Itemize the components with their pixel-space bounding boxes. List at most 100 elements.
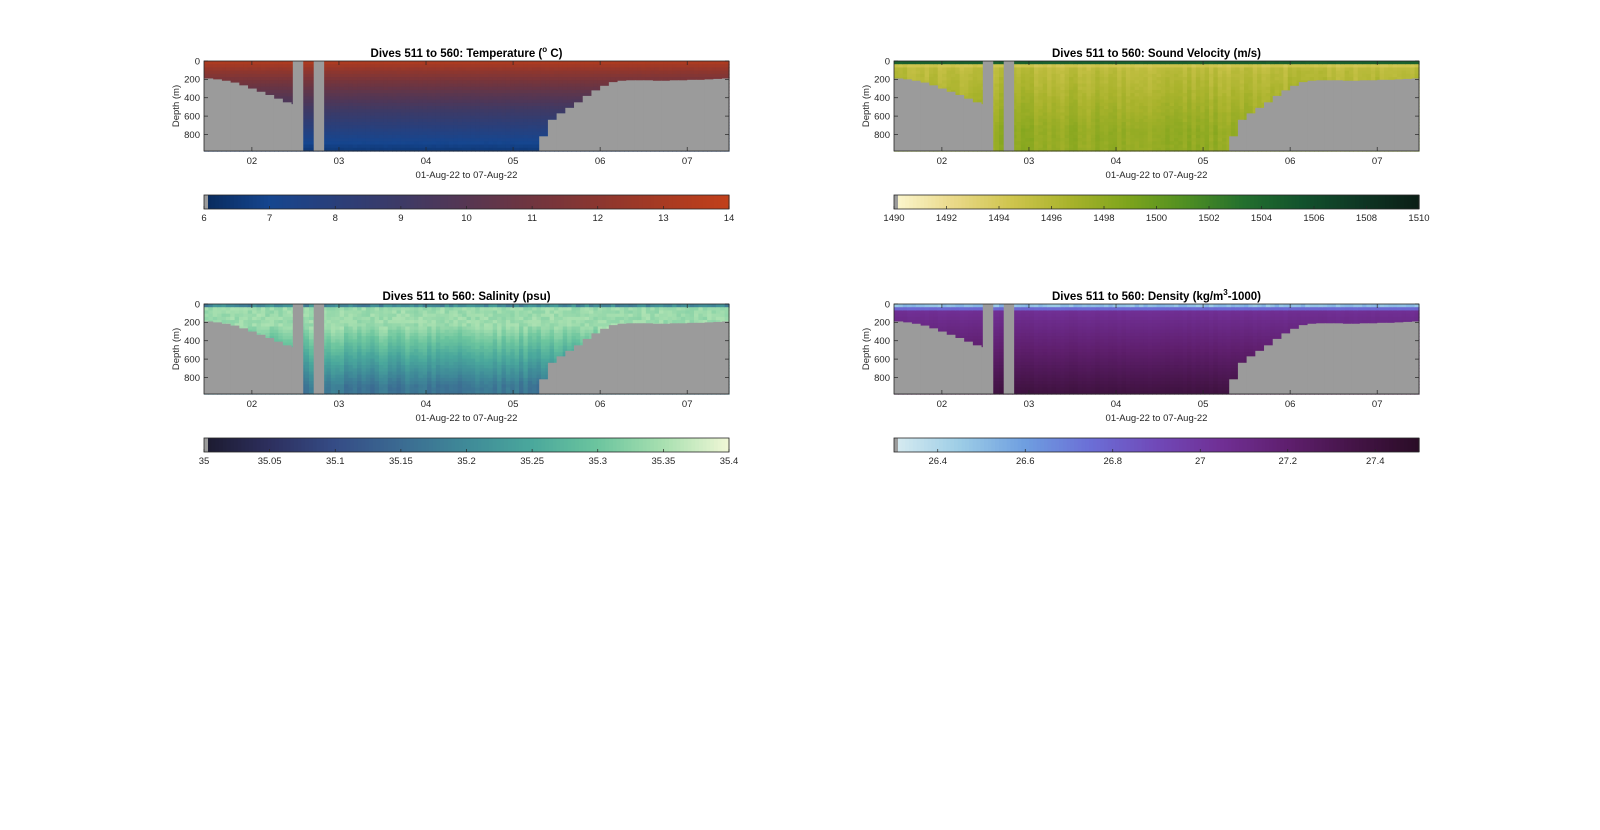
colorbar-tick-label: 12 xyxy=(592,213,603,224)
colorbar-segment xyxy=(609,195,613,209)
seafloor-segment xyxy=(652,81,661,151)
colorbar-segment xyxy=(350,195,354,209)
colorbar-segment xyxy=(628,195,632,209)
colorbar-segment xyxy=(707,195,711,209)
colorbar-segment xyxy=(422,195,426,209)
colorbar-tick-label: 13 xyxy=(658,213,669,224)
colorbar-segment xyxy=(602,195,606,209)
colorbar-segment xyxy=(669,195,673,209)
y-tick-label: 200 xyxy=(184,75,200,86)
colorbar-segment xyxy=(362,195,366,209)
seafloor-segment xyxy=(221,81,230,151)
colorbar-segment xyxy=(534,195,538,209)
colorbar-tick-label: 9 xyxy=(398,213,403,224)
colorbar-segment xyxy=(545,195,549,209)
colorbar-segment xyxy=(497,195,501,209)
colorbar-segment xyxy=(302,195,306,209)
colorbar-segment xyxy=(512,195,516,209)
colorbar-segment xyxy=(560,195,564,209)
colorbar-segment xyxy=(369,195,373,209)
seafloor-segment xyxy=(282,102,291,151)
seafloor-segment xyxy=(204,78,213,151)
colorbar-segment xyxy=(665,195,669,209)
colorbar-segment xyxy=(684,195,688,209)
colorbar-segment xyxy=(440,195,444,209)
seafloor-segment xyxy=(274,99,283,151)
colorbar-segment xyxy=(542,195,546,209)
colorbar-segment xyxy=(459,195,463,209)
colorbar-segment xyxy=(635,195,639,209)
colorbar-segment xyxy=(253,195,257,209)
colorbar-segment xyxy=(283,195,287,209)
colorbar-segment xyxy=(309,195,313,209)
seafloor-segment xyxy=(548,120,557,151)
colorbar-segment xyxy=(613,195,617,209)
colorbar-segment xyxy=(654,195,658,209)
seafloor-segment xyxy=(644,80,653,151)
seafloor-segment xyxy=(256,92,265,151)
seafloor-segment xyxy=(565,108,574,151)
seafloor-segment xyxy=(583,96,592,151)
y-tick-label: 800 xyxy=(184,130,200,141)
colorbar-segment xyxy=(695,195,699,209)
colorbar-segment xyxy=(587,195,591,209)
colorbar-segment xyxy=(260,195,264,209)
colorbar-segment xyxy=(410,195,414,209)
colorbar-segment xyxy=(557,195,561,209)
colorbar-segment xyxy=(643,195,647,209)
colorbar-segment xyxy=(245,195,249,209)
colorbar-segment xyxy=(212,195,216,209)
seafloor-segment xyxy=(591,90,600,151)
colorbar-segment xyxy=(343,195,347,209)
colorbar-tick-label: 10 xyxy=(461,213,472,224)
colorbar-segment xyxy=(722,195,726,209)
no-data-gap xyxy=(293,61,303,151)
colorbar-segment xyxy=(482,195,486,209)
colorbar-segment xyxy=(257,195,261,209)
seafloor-segment xyxy=(600,86,609,151)
colorbar-segment xyxy=(523,195,527,209)
colorbar-segment xyxy=(354,195,358,209)
colorbar-segment xyxy=(380,195,384,209)
colorbar-segment xyxy=(485,195,489,209)
seafloor-segment xyxy=(239,85,248,151)
colorbar-segment xyxy=(287,195,291,209)
colorbar-segment xyxy=(414,195,418,209)
x-tick-label: 06 xyxy=(595,156,606,167)
seafloor-segment xyxy=(213,79,222,151)
colorbar-segment xyxy=(489,195,493,209)
colorbar-segment xyxy=(598,195,602,209)
colorbar-nan-swatch xyxy=(204,195,208,209)
seafloor-segment xyxy=(705,79,714,151)
chart-title: Dives 511 to 560: Temperature (o C) xyxy=(371,45,563,60)
colorbar-segment xyxy=(275,195,279,209)
colorbar-segment xyxy=(579,195,583,209)
colorbar-segment xyxy=(418,195,422,209)
colorbar-segment xyxy=(339,195,343,209)
y-tick-label: 600 xyxy=(184,111,200,122)
colorbar-segment xyxy=(433,195,437,209)
colorbar-segment xyxy=(373,195,377,209)
colorbar-segment xyxy=(358,195,362,209)
colorbar-segment xyxy=(553,195,557,209)
colorbar-segment xyxy=(575,195,579,209)
colorbar-segment xyxy=(219,195,223,209)
seafloor-segment xyxy=(539,136,548,151)
colorbar-tick-label: 7 xyxy=(267,213,272,224)
colorbar-segment xyxy=(242,195,246,209)
colorbar-segment xyxy=(403,195,407,209)
colorbar-segment xyxy=(448,195,452,209)
colorbar-segment xyxy=(688,195,692,209)
seafloor-segment xyxy=(574,102,583,151)
seafloor-segment xyxy=(722,78,729,151)
colorbar-segment xyxy=(500,195,504,209)
seafloor-segment xyxy=(248,89,257,151)
colorbar-segment xyxy=(298,195,302,209)
colorbar-segment xyxy=(590,195,594,209)
colorbar-segment xyxy=(272,195,276,209)
colorbar-segment xyxy=(632,195,636,209)
seafloor-segment xyxy=(626,80,635,151)
seafloor-segment xyxy=(230,83,239,151)
colorbar-segment xyxy=(549,195,553,209)
colorbar-segment xyxy=(703,195,707,209)
